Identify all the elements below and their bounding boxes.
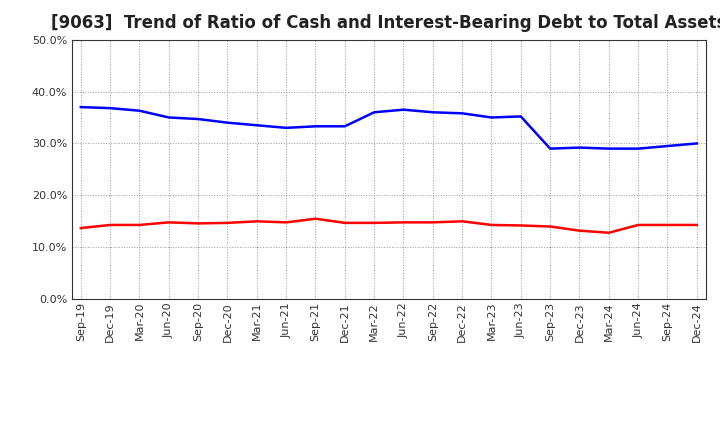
Cash xyxy=(341,220,349,226)
Interest-Bearing Debt xyxy=(164,115,173,120)
Interest-Bearing Debt xyxy=(487,115,496,120)
Interest-Bearing Debt xyxy=(341,124,349,129)
Interest-Bearing Debt xyxy=(663,143,672,149)
Cash xyxy=(663,222,672,227)
Line: Cash: Cash xyxy=(81,219,697,233)
Interest-Bearing Debt xyxy=(693,141,701,146)
Interest-Bearing Debt xyxy=(546,146,554,151)
Cash xyxy=(575,228,584,233)
Interest-Bearing Debt xyxy=(76,104,85,110)
Cash xyxy=(487,222,496,227)
Line: Interest-Bearing Debt: Interest-Bearing Debt xyxy=(81,107,697,149)
Cash xyxy=(135,222,144,227)
Interest-Bearing Debt xyxy=(282,125,290,131)
Interest-Bearing Debt xyxy=(223,120,232,125)
Cash xyxy=(253,219,261,224)
Cash xyxy=(194,221,202,226)
Cash xyxy=(399,220,408,225)
Interest-Bearing Debt xyxy=(634,146,642,151)
Interest-Bearing Debt xyxy=(399,107,408,112)
Title: [9063]  Trend of Ratio of Cash and Interest-Bearing Debt to Total Assets: [9063] Trend of Ratio of Cash and Intere… xyxy=(51,15,720,33)
Cash xyxy=(282,220,290,225)
Cash xyxy=(516,223,525,228)
Cash xyxy=(428,220,437,225)
Cash xyxy=(311,216,320,221)
Interest-Bearing Debt xyxy=(194,117,202,122)
Interest-Bearing Debt xyxy=(458,111,467,116)
Interest-Bearing Debt xyxy=(605,146,613,151)
Interest-Bearing Debt xyxy=(370,110,379,115)
Cash xyxy=(605,230,613,235)
Cash xyxy=(546,224,554,229)
Cash xyxy=(458,219,467,224)
Cash xyxy=(223,220,232,226)
Interest-Bearing Debt xyxy=(516,114,525,119)
Interest-Bearing Debt xyxy=(311,124,320,129)
Cash xyxy=(164,220,173,225)
Interest-Bearing Debt xyxy=(428,110,437,115)
Cash xyxy=(106,222,114,227)
Interest-Bearing Debt xyxy=(106,106,114,111)
Cash xyxy=(76,225,85,231)
Cash xyxy=(693,222,701,227)
Interest-Bearing Debt xyxy=(575,145,584,150)
Cash xyxy=(634,222,642,227)
Cash xyxy=(370,220,379,226)
Interest-Bearing Debt xyxy=(135,108,144,114)
Interest-Bearing Debt xyxy=(253,123,261,128)
